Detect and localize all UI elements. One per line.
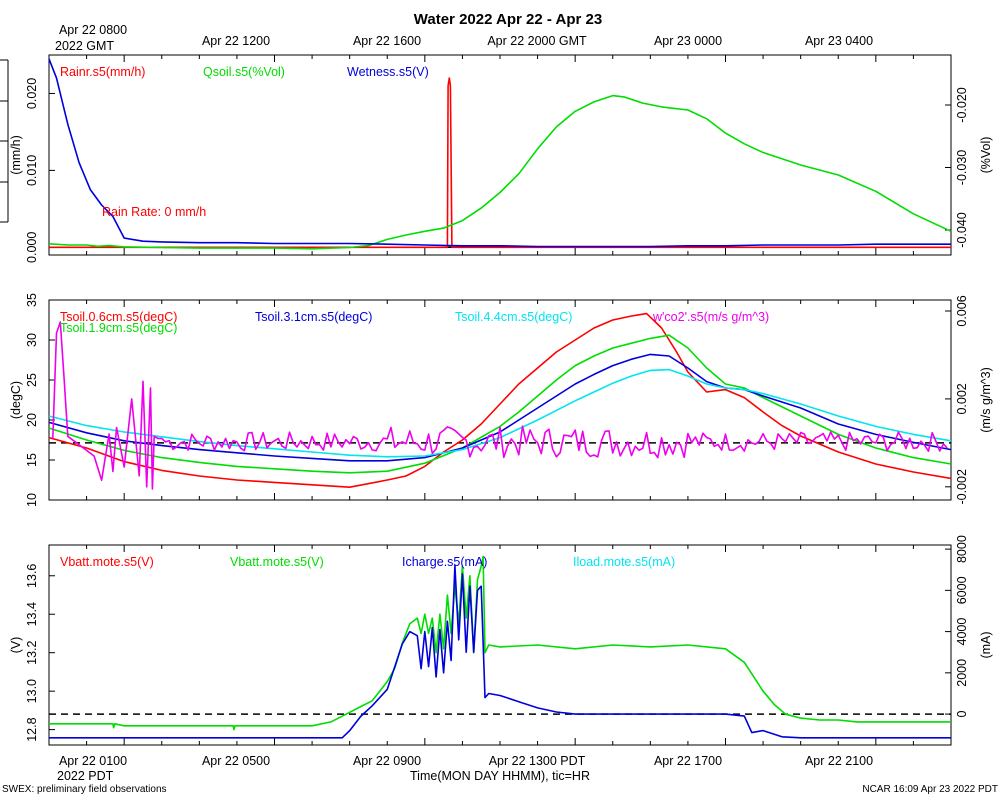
top-tick-label: Apr 22 1200: [202, 34, 270, 48]
y-left-tick-label: 13.6: [25, 564, 39, 588]
panel-water: 0.000 0.010 0.020 -0.040 -0.030 -0.020 (mm/h) (…: [9, 54, 993, 263]
series-line: [48, 368, 952, 458]
y-left-tick-label: 0.020: [25, 78, 39, 109]
bottom-tick-label: Apr 22 2100: [805, 754, 873, 768]
y-left-tick-label: 12.8: [25, 717, 39, 741]
y-left-axis-label: (V): [9, 637, 23, 654]
bottom-tick-label: Apr 22 0100: [59, 754, 127, 768]
y-right-tick-label: 0.002: [955, 383, 969, 414]
bottom-tick-label: Apr 22 0500: [202, 754, 270, 768]
series-line: [52, 321, 948, 490]
footer-left-note: SWEX: preliminary field observations: [2, 784, 167, 795]
series-line: [49, 555, 951, 731]
plot-frame: [48, 54, 952, 256]
y-right-tick-label: 8000: [955, 535, 969, 563]
legend-label: Tsoil.1.9cm.s5(degC): [60, 321, 177, 335]
y-left-tick-label: 0.000: [25, 232, 39, 263]
y-right-tick-label: 0: [955, 711, 969, 718]
y-left-tick-label: 13.2: [25, 640, 39, 664]
series-line: [48, 353, 952, 462]
y-right-tick-label: 6000: [955, 576, 969, 604]
legend-label: w'co2'.s5(m/s g/m^3): [652, 310, 769, 324]
bottom-year-label: 2022 PDT: [57, 769, 114, 783]
y-left-tick-label: 30: [25, 333, 39, 347]
legend-label: Icharge.s5(mA): [402, 555, 487, 569]
y-left-tick-label: 25: [25, 373, 39, 387]
bottom-tick-label: Apr 22 0900: [353, 754, 421, 768]
top-tick-label: Apr 22 2000 GMT: [487, 34, 587, 48]
bottom-tick-label: Apr 22 1700: [654, 754, 722, 768]
y-left-tick-label: 20: [25, 413, 39, 427]
legend-label: Qsoil.s5(%Vol): [203, 65, 285, 79]
series-line: [48, 334, 952, 474]
bottom-time-axis: Apr 22 0100 Apr 22 0500 Apr 22 0900 Apr …: [2, 754, 998, 795]
top-tick-label: Apr 22 0800: [59, 23, 127, 37]
legend-label: Iload.mote.s5(mA): [573, 555, 675, 569]
y-right-axis-label: (m/s g/m^3): [979, 367, 993, 433]
y-left-axis-label: (mm/h): [9, 135, 23, 175]
y-right-tick-label: -0.020: [955, 87, 969, 122]
y-left-tick-label: 13.0: [25, 679, 39, 703]
y-left-tick-label: 35: [25, 293, 39, 307]
series-line: [49, 77, 951, 249]
footer-right-note: NCAR 16:09 Apr 23 2022 PDT: [862, 784, 998, 795]
y-right-tick-label: 2000: [955, 659, 969, 687]
legend-label: Tsoil.4.4cm.s5(degC): [455, 310, 572, 324]
series-line: [48, 58, 951, 248]
legend-label: Vbatt.mote.s5(V): [60, 555, 154, 569]
series-line: [49, 564, 951, 739]
y-left-axis-label: (degC): [9, 381, 23, 419]
panel-temperature: 10 15 20 25 30 35 -0.002 0.002 0.006 (degC) (m/s g…: [9, 293, 993, 507]
top-tick-label: Apr 22 1600: [353, 34, 421, 48]
plot-frame: [48, 299, 952, 501]
rain-rate-annotation: Rain Rate: 0 mm/h: [102, 205, 206, 219]
y-left-tick-label: 15: [25, 453, 39, 467]
y-right-tick-label: -0.040: [955, 212, 969, 247]
y-left-tick-label: 0.010: [25, 155, 39, 186]
plot-frame: [48, 544, 952, 746]
top-tick-label: Apr 23 0000: [654, 34, 722, 48]
x-axis-label: Time(MON DAY HHMM), tic=HR: [410, 769, 590, 783]
chart-title: Water 2022 Apr 22 - Apr 23: [414, 11, 602, 28]
bottom-tick-label: Apr 22 1300 PDT: [489, 754, 586, 768]
y-right-tick-label: 4000: [955, 618, 969, 646]
top-time-axis: Apr 22 0800 Apr 22 1200 Apr 22 1600 Apr …: [59, 23, 873, 48]
legend-label: Tsoil.3.1cm.s5(degC): [255, 310, 372, 324]
top-tick-label: Apr 23 0400: [805, 34, 873, 48]
y-left-tick-label: 13.4: [25, 602, 39, 626]
y-right-axis-label: (%Vol): [979, 137, 993, 174]
y-right-tick-label: 0.006: [955, 295, 969, 326]
series-line: [48, 312, 952, 489]
legend-label: Wetness.s5(V): [347, 65, 429, 79]
y-right-tick-label: -0.002: [955, 469, 969, 504]
legend-label: Tsoil.0.6cm.s5(degC): [60, 310, 177, 324]
legend-label: Vbatt.mote.s5(V): [230, 555, 324, 569]
panel-power: 12.8 13.0 13.2 13.4 13.6 0 2000 4000 6000 8000 (V)…: [9, 535, 993, 746]
left-edge-marks: [0, 59, 9, 223]
y-right-tick-label: -0.030: [955, 150, 969, 185]
series-line: [48, 94, 952, 250]
y-right-axis-label: (mA): [979, 631, 993, 658]
top-year-label: 2022 GMT: [55, 39, 114, 53]
y-left-tick-label: 10: [25, 493, 39, 507]
legend-label: Rainr.s5(mm/h): [60, 65, 145, 79]
